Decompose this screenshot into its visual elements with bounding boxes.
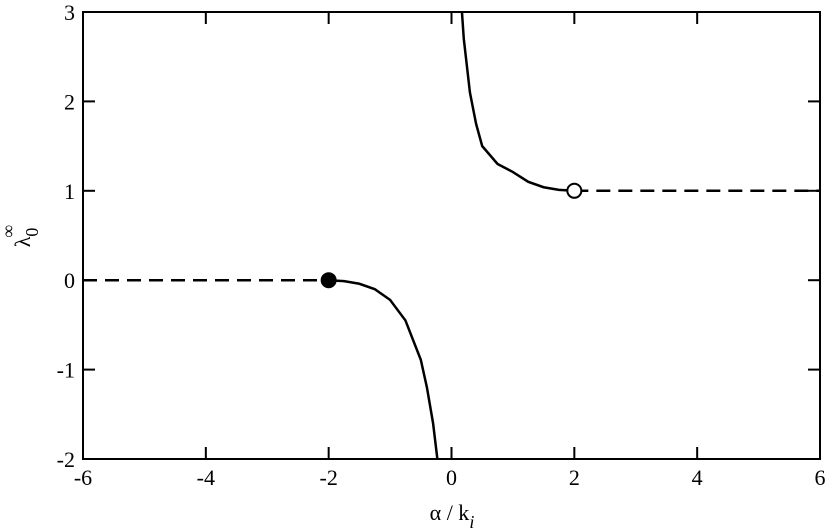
marker [566,182,583,199]
x-tick-label: 2 [569,465,580,490]
y-tick-label: 1 [64,179,75,204]
y-label-sub: 0 [22,228,42,237]
y-tick-label: 2 [64,89,75,114]
x-tick-label: 6 [815,465,826,490]
x-tick-label: -6 [74,465,92,490]
x-tick-label: -2 [320,465,338,490]
marker [320,272,337,289]
y-tick-label: -1 [57,358,75,383]
plot-frame [82,11,821,460]
y-tick-label: 3 [64,0,75,25]
y-label-main: λ [10,236,35,247]
x-tick-label: 4 [692,465,703,490]
y-tick-label: -2 [57,447,75,472]
x-tick-label: 0 [446,465,457,490]
y-tick-label: 0 [64,268,75,293]
x-tick-label: -4 [197,465,215,490]
y-axis-label: λ0 ∞ [0,225,42,248]
x-axis-label: α / ki [430,500,475,531]
x-label-main: α / k [430,500,470,525]
line [328,278,439,460]
y-label-sup: ∞ [0,225,18,238]
line [460,11,575,193]
x-label-sub: i [469,512,474,531]
